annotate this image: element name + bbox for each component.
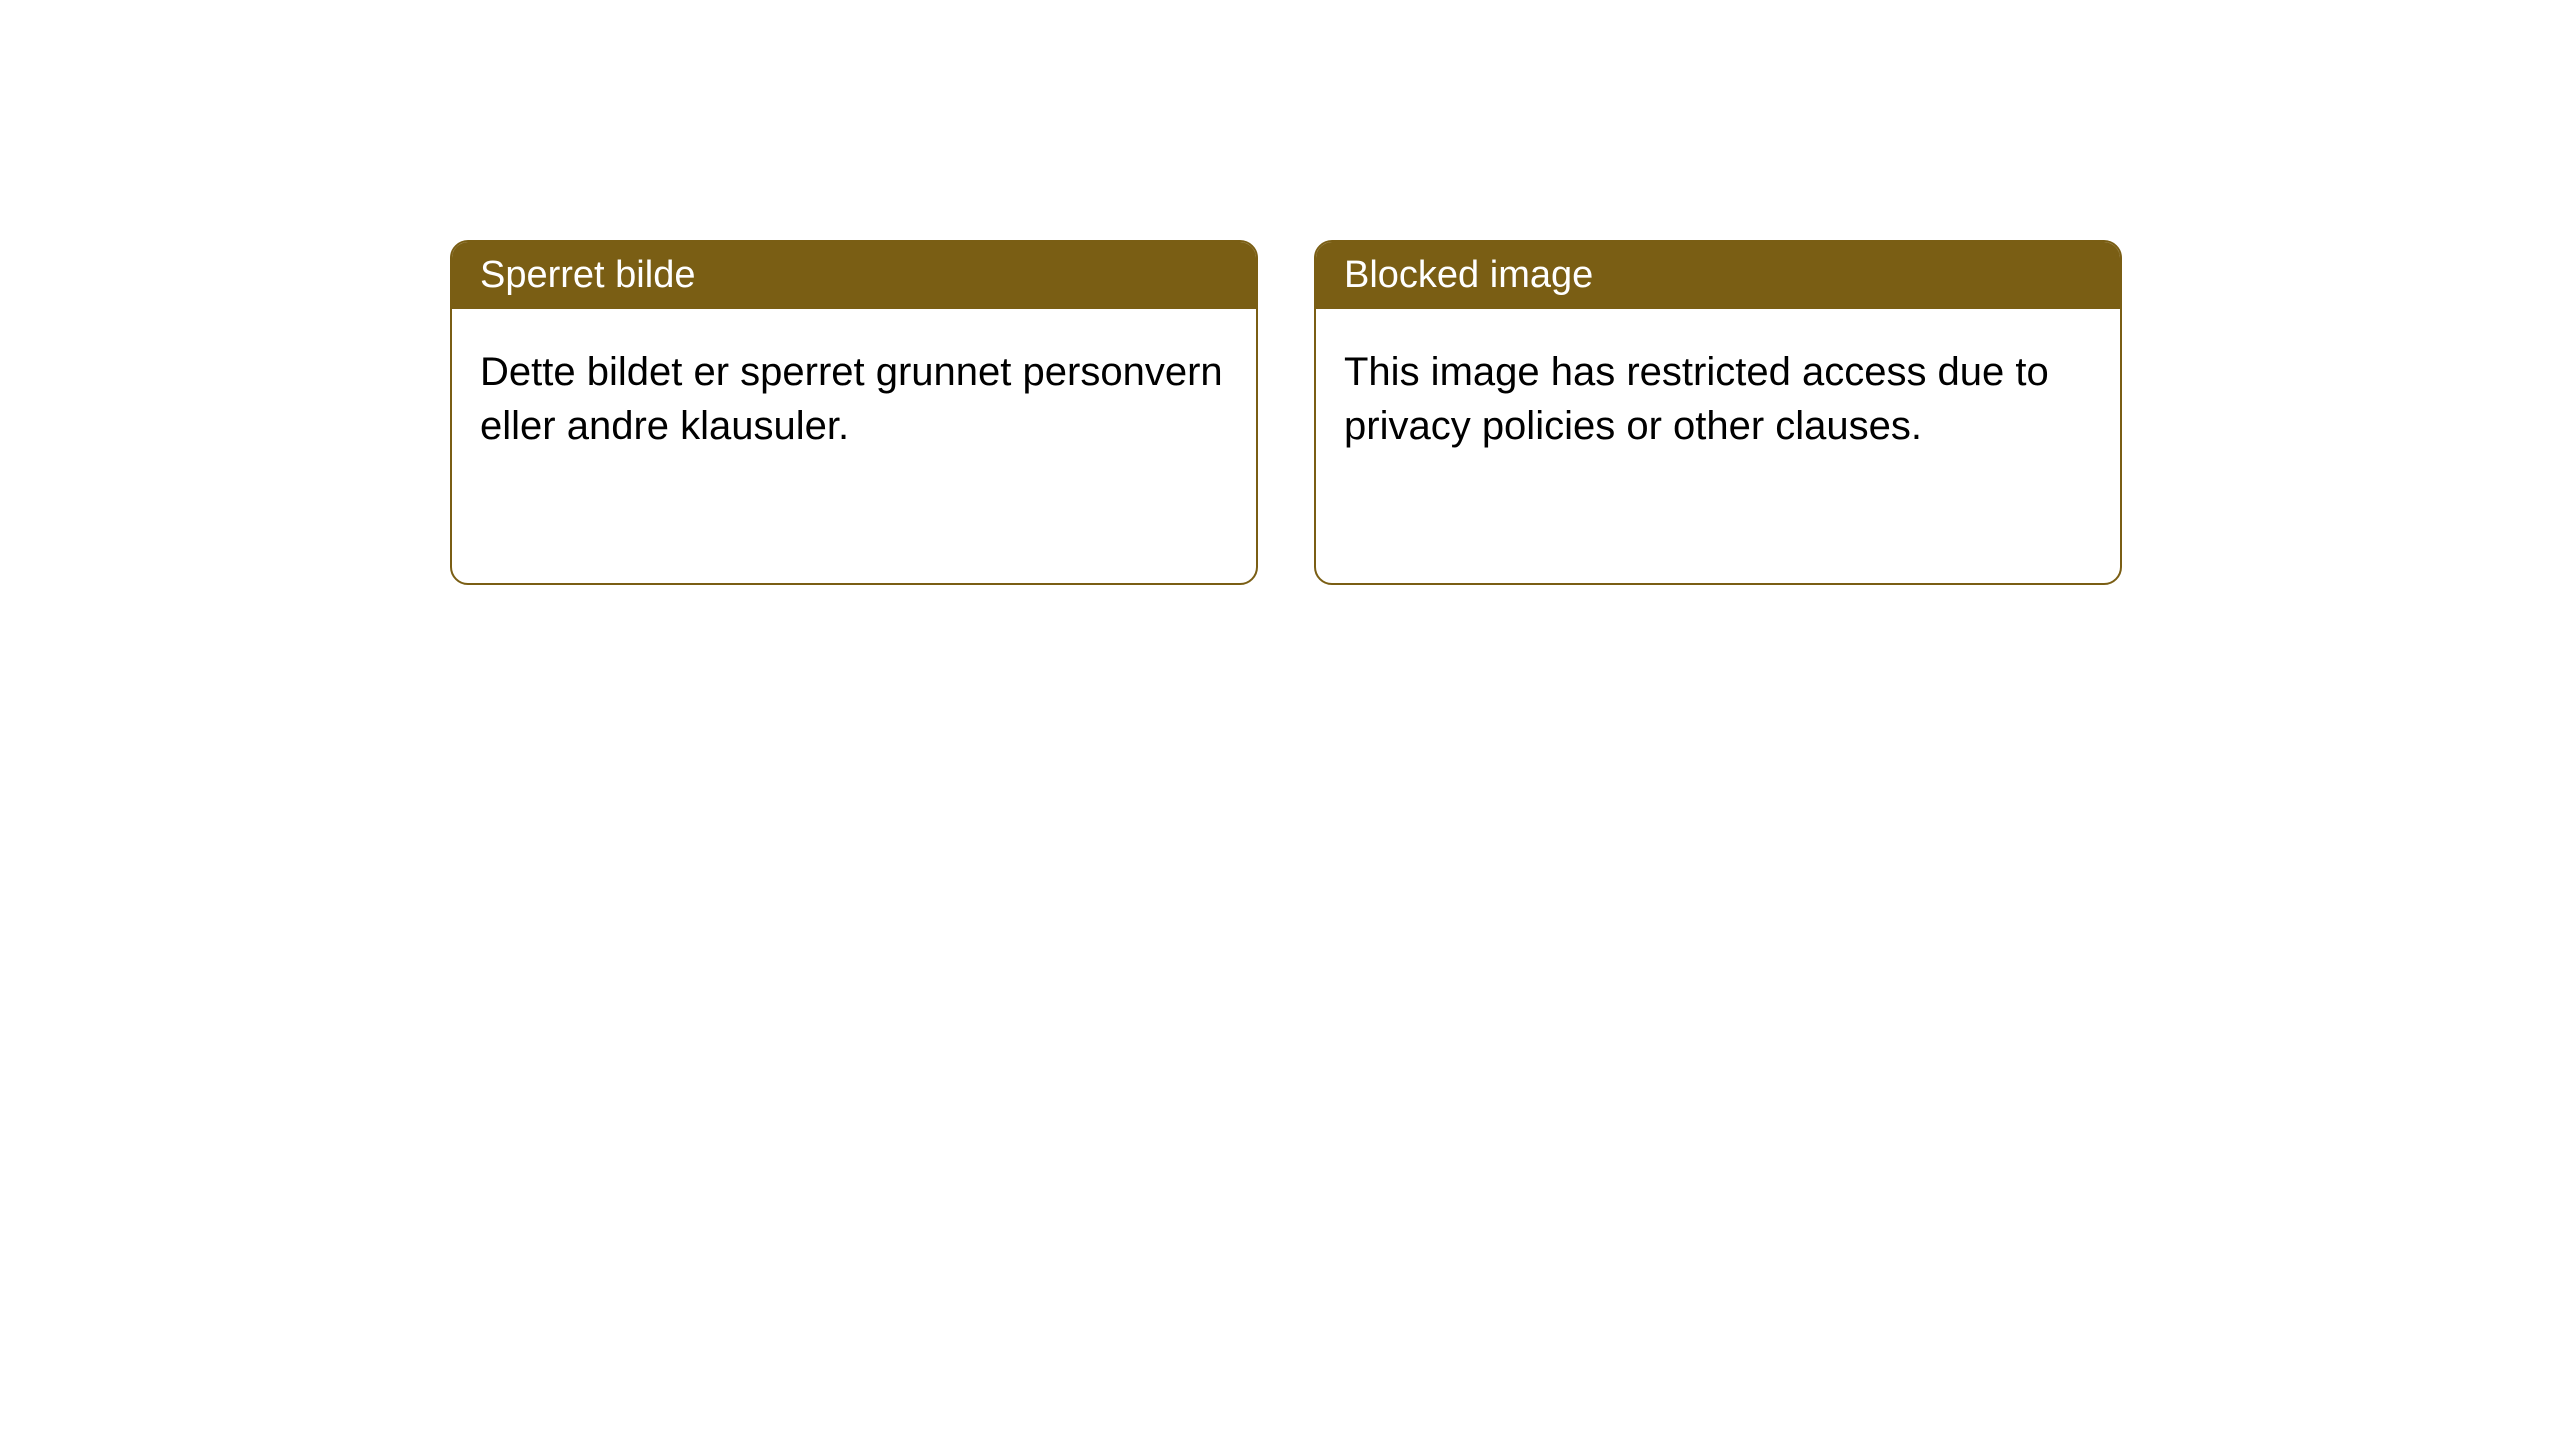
notice-header-english: Blocked image xyxy=(1316,242,2120,309)
notice-box-english: Blocked image This image has restricted … xyxy=(1314,240,2122,585)
notice-container: Sperret bilde Dette bildet er sperret gr… xyxy=(0,0,2560,585)
notice-body-norwegian: Dette bildet er sperret grunnet personve… xyxy=(452,309,1256,583)
notice-box-norwegian: Sperret bilde Dette bildet er sperret gr… xyxy=(450,240,1258,585)
notice-body-english: This image has restricted access due to … xyxy=(1316,309,2120,583)
notice-header-norwegian: Sperret bilde xyxy=(452,242,1256,309)
